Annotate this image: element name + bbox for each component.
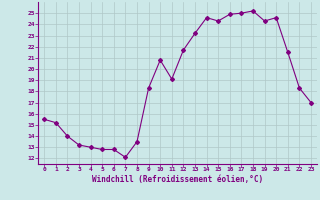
X-axis label: Windchill (Refroidissement éolien,°C): Windchill (Refroidissement éolien,°C) xyxy=(92,175,263,184)
